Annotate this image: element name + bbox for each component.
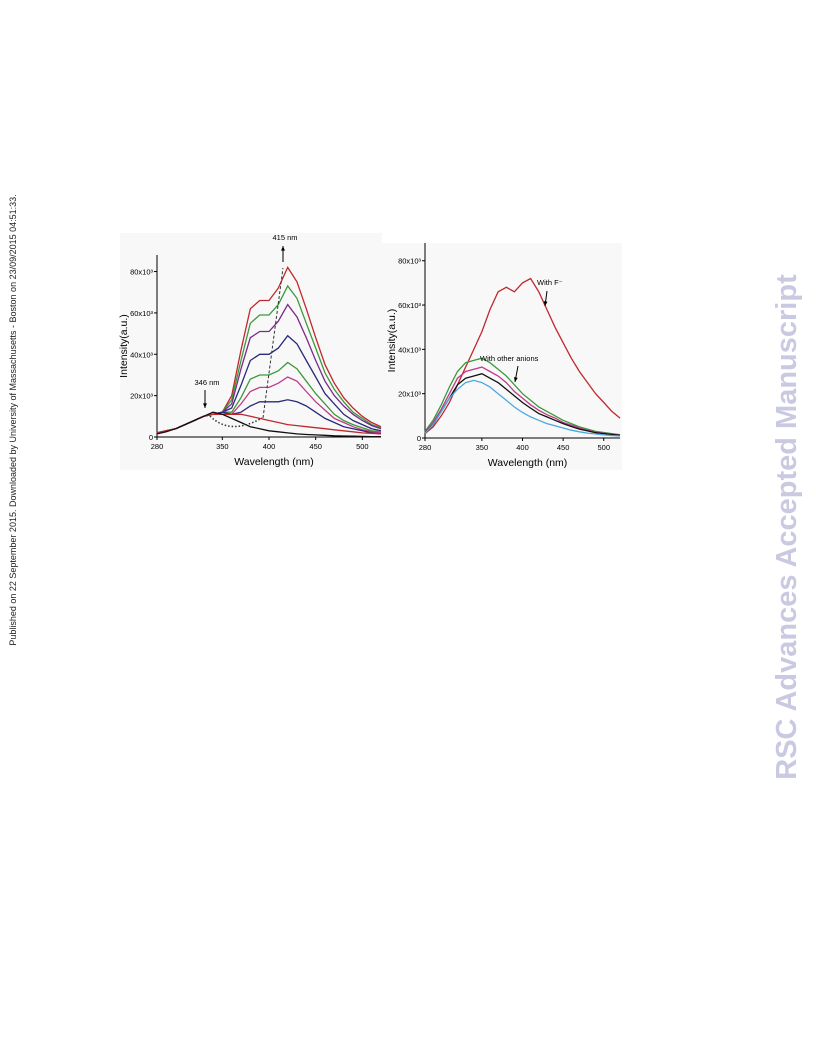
x-tick-label: 350 bbox=[216, 442, 229, 451]
x-axis-label: Wavelength (nm) bbox=[234, 456, 314, 468]
annotation: With F⁻ bbox=[537, 278, 563, 287]
annotation: 346 nm bbox=[194, 378, 219, 387]
arrow-head bbox=[203, 403, 207, 408]
x-tick-label: 400 bbox=[516, 443, 529, 452]
guide-dotted bbox=[209, 415, 263, 428]
watermark: RSC Advances Accepted Manuscript bbox=[771, 274, 803, 780]
guide-dashed bbox=[262, 267, 284, 419]
x-tick-label: 280 bbox=[151, 442, 164, 451]
annotation: With other anions bbox=[480, 354, 539, 363]
side-note: Published on 22 September 2015. Download… bbox=[8, 194, 18, 645]
series-line bbox=[424, 357, 621, 436]
y-axis-label: Intensity(a.u.) bbox=[118, 314, 130, 378]
arrow-head bbox=[543, 301, 548, 306]
series-line bbox=[424, 379, 621, 437]
x-tick-label: 500 bbox=[597, 443, 610, 452]
x-tick-label: 500 bbox=[356, 442, 369, 451]
y-axis-label: Intensity(a.u.) bbox=[386, 309, 398, 373]
x-tick-label: 450 bbox=[309, 442, 322, 451]
annotation: 415 nm bbox=[272, 233, 297, 242]
figure-panel bbox=[120, 233, 382, 470]
x-tick-label: 280 bbox=[419, 443, 432, 452]
y-tick-label: 0 bbox=[417, 434, 421, 443]
y-tick-label: 40x10³ bbox=[130, 350, 153, 359]
x-axis-label: Wavelength (nm) bbox=[488, 457, 568, 469]
arrow-head bbox=[513, 377, 518, 382]
series-line bbox=[156, 411, 381, 438]
y-tick-label: 80x10³ bbox=[130, 268, 153, 277]
x-tick-label: 400 bbox=[263, 442, 276, 451]
y-tick-label: 60x10³ bbox=[398, 301, 421, 310]
y-tick-label: 40x10³ bbox=[398, 345, 421, 354]
x-tick-label: 350 bbox=[476, 443, 489, 452]
y-tick-label: 80x10³ bbox=[398, 257, 421, 266]
x-tick-label: 450 bbox=[557, 443, 570, 452]
y-tick-label: 20x10³ bbox=[398, 390, 421, 399]
arrow-head bbox=[281, 246, 285, 251]
y-tick-label: 20x10³ bbox=[130, 392, 153, 401]
series-line bbox=[424, 366, 621, 436]
y-tick-label: 60x10³ bbox=[130, 309, 153, 318]
series-line bbox=[424, 373, 621, 436]
y-tick-label: 0 bbox=[149, 433, 153, 442]
